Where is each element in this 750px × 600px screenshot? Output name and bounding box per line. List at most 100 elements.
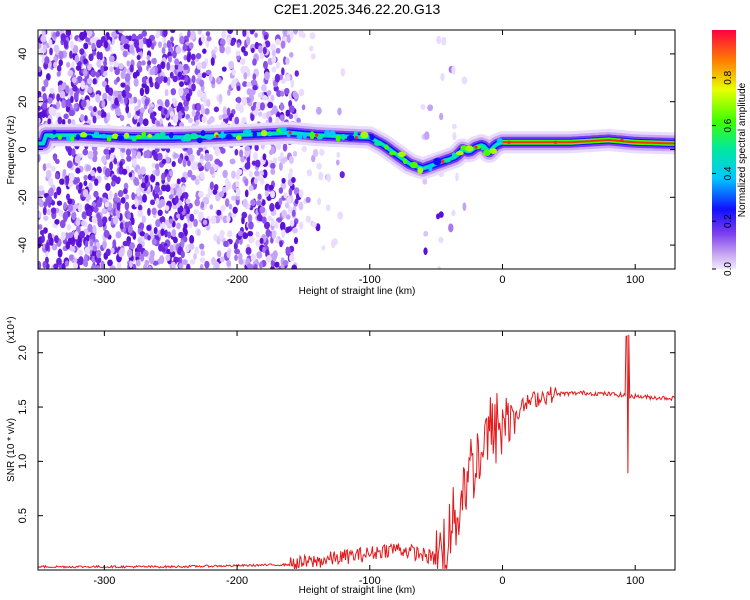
heatmap-noise-cell xyxy=(95,71,100,78)
heatmap-noise-cell xyxy=(204,108,210,115)
colorbar-tick-label: 0.2 xyxy=(723,214,734,228)
heatmap-noise-cell xyxy=(109,265,116,269)
heatmap-noise-cell xyxy=(164,205,170,212)
heatmap-noise-cell xyxy=(85,196,90,203)
heatmap-noise-cell xyxy=(150,199,156,206)
heatmap-noise-cell xyxy=(195,119,200,126)
heatmap-noise-cell xyxy=(175,45,182,55)
heatmap-noise-cell xyxy=(318,171,324,181)
heatmap-noise-cell xyxy=(337,107,342,116)
heatmap-noise-cell xyxy=(83,174,88,181)
heatmap-noise-cell xyxy=(165,184,171,192)
heatmap-noise-cell xyxy=(137,98,142,108)
heatmap-noise-cell xyxy=(197,162,202,169)
heatmap-noise-cell xyxy=(48,187,54,197)
heatmap-noise-cell xyxy=(200,201,205,209)
heatmap-noise-cell xyxy=(263,34,269,40)
heatmap-noise-cell xyxy=(56,93,61,102)
heatmap-noise-cell xyxy=(332,238,338,246)
heatmap-noise-cell xyxy=(43,201,48,208)
heatmap-noise-cell xyxy=(283,192,288,199)
heatmap-noise-cell xyxy=(194,198,201,207)
heatmap-noise-cell xyxy=(184,75,189,83)
heatmap-noise-cell xyxy=(248,185,254,192)
heatmap-noise-cell xyxy=(155,197,160,206)
heatmap-noise-cell xyxy=(246,156,251,163)
heatmap-noise-cell xyxy=(98,197,103,203)
heatmap-noise-cell xyxy=(65,176,70,186)
heatmap-ridge-cell xyxy=(369,134,375,141)
heatmap-noise-cell xyxy=(280,40,286,49)
heatmap-noise-cell xyxy=(147,60,152,66)
heatmap-noise-cell xyxy=(133,114,138,120)
colorbar-label: Normalized spectral amplitude xyxy=(737,82,748,217)
heatmap-noise-cell xyxy=(155,219,161,228)
heatmap-noise-cell xyxy=(187,159,191,167)
heatmap-noise-cell xyxy=(45,169,52,179)
heatmap-noise-cell xyxy=(115,176,121,185)
heatmap-noise-cell xyxy=(101,197,107,203)
heatmap-noise-cell xyxy=(196,102,202,112)
heatmap-noise-cell xyxy=(270,146,276,154)
heatmap-noise-cell xyxy=(48,177,54,187)
heatmap-noise-cell xyxy=(69,87,74,97)
heatmap-noise-cell xyxy=(85,99,91,108)
heatmap-noise-cell xyxy=(166,40,172,49)
heatmap-noise-cell xyxy=(67,203,74,213)
heatmap-noise-cell xyxy=(97,110,102,116)
heatmap-noise-cell xyxy=(208,154,214,162)
heatmap-noise-cell xyxy=(268,184,274,191)
heatmap-noise-cell xyxy=(38,260,42,269)
heatmap-noise-cell xyxy=(61,262,66,269)
heatmap-noise-cell xyxy=(292,90,298,98)
heatmap-noise-cell xyxy=(209,166,215,175)
heatmap-noise-cell xyxy=(201,115,207,124)
heatmap-noise-cell xyxy=(266,255,272,263)
heatmap-noise-cell xyxy=(49,47,53,56)
heatmap-noise-cell xyxy=(139,231,146,237)
heatmap-noise-cell xyxy=(257,92,263,99)
heatmap-noise-cell xyxy=(53,61,57,69)
heatmap-noise-cell xyxy=(57,248,63,258)
heatmap-noise-cell xyxy=(73,103,78,110)
heatmap-noise-cell xyxy=(90,70,97,78)
heatmap-noise-cell xyxy=(170,187,174,197)
heatmap-noise-cell xyxy=(119,114,125,122)
heatmap-noise-cell xyxy=(235,187,241,197)
heatmap-noise-cell xyxy=(93,205,99,213)
heatmap-noise-cell xyxy=(340,68,346,77)
heatmap-noise-cell xyxy=(321,245,326,251)
heatmap-noise-cell xyxy=(126,155,132,162)
heatmap-ridge-cell xyxy=(360,131,369,139)
heatmap-noise-cell xyxy=(84,115,88,122)
heatmap-noise-cell xyxy=(161,172,166,181)
heatmap-noise-cell xyxy=(214,261,220,269)
heatmap-noise-cell xyxy=(250,47,255,54)
snr-x-label: Height of straight line (km) xyxy=(299,585,416,596)
heatmap-noise-cell xyxy=(298,88,305,97)
heatmap-noise-cell xyxy=(38,117,41,124)
heatmap-noise-cell xyxy=(151,238,157,246)
heatmap-noise-cell xyxy=(214,215,221,224)
heatmap-noise-cell xyxy=(134,198,139,208)
heatmap-noise-cell xyxy=(172,236,178,244)
heatmap-noise-cell xyxy=(174,64,179,70)
heatmap-noise-cell xyxy=(242,30,247,37)
heatmap-noise-cell xyxy=(274,261,280,268)
heatmap-noise-cell xyxy=(264,190,270,197)
heatmap-noise-cell xyxy=(73,203,79,209)
x-tick-label: 100 xyxy=(626,274,644,286)
heatmap-noise-cell xyxy=(275,62,280,69)
heatmap-noise-cell xyxy=(63,40,69,49)
heatmap-noise-cell xyxy=(58,209,64,217)
heatmap-noise-cell xyxy=(438,211,444,218)
heatmap-noise-cell xyxy=(103,40,109,49)
heatmap-noise-cell xyxy=(80,80,86,90)
heatmap-noise-cell xyxy=(92,224,97,235)
heatmap-noise-cell xyxy=(215,76,222,85)
heatmap-noise-cell xyxy=(228,203,233,210)
heatmap-noise-cell xyxy=(45,242,49,252)
heatmap-noise-cell xyxy=(156,152,163,161)
heatmap-noise-cell xyxy=(63,113,69,120)
